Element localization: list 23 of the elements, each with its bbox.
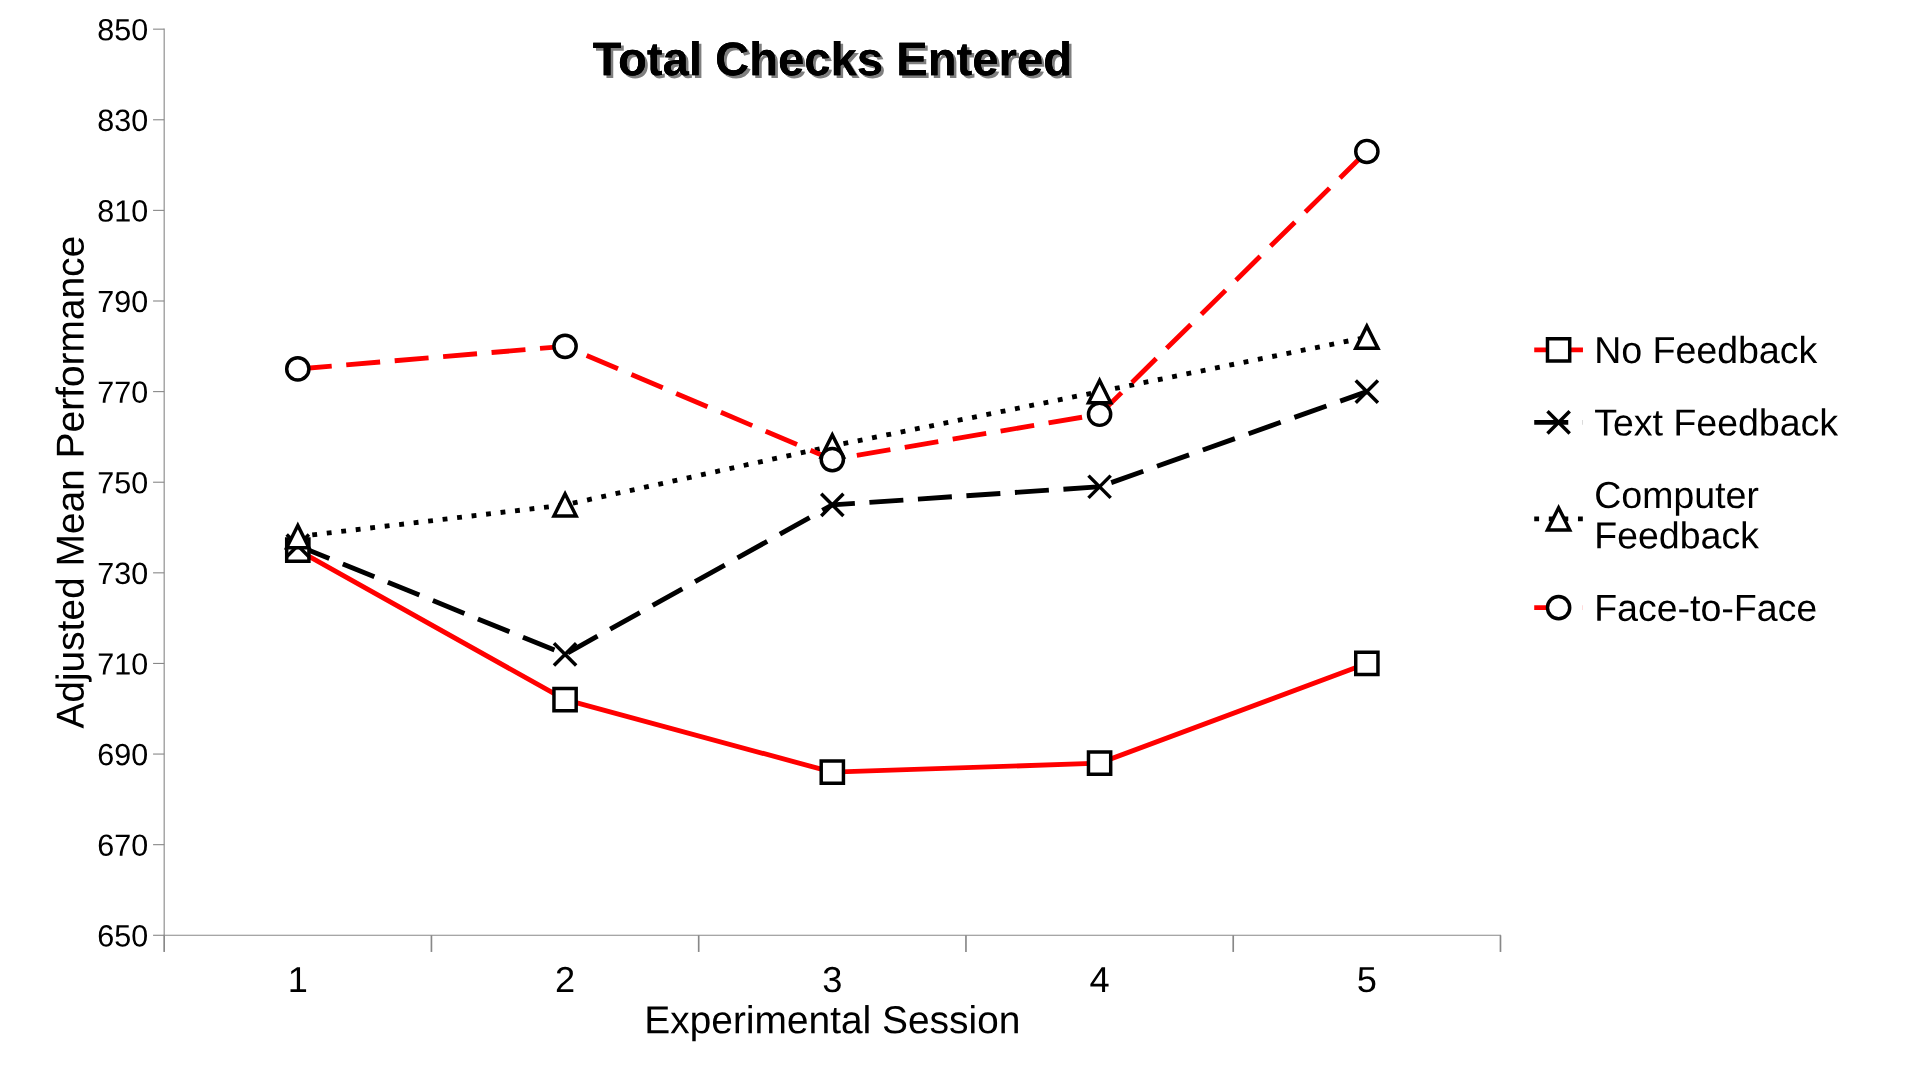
- chart-title: Total Checks Entered: [593, 40, 1072, 79]
- y-tick-label: 790: [98, 290, 148, 313]
- y-tick-label: 730: [98, 562, 148, 585]
- x-tick-label: 1: [290, 967, 307, 992]
- x-tick-label: 4: [1090, 967, 1109, 992]
- y-tick-label: 810: [98, 200, 148, 222]
- y-tick-label: 690: [98, 743, 148, 766]
- y-tick-label: 750: [98, 471, 148, 494]
- y-tick-label: 770: [98, 381, 148, 403]
- x-tick-label: 5: [1358, 967, 1376, 993]
- legend-label: No Feedback: [1597, 335, 1818, 364]
- y-axis-title: Adjusted Mean Performance: [55, 237, 92, 729]
- x-tick-label: 3: [823, 966, 841, 993]
- y-tick-label: 650: [98, 925, 148, 947]
- x-axis-title: Experimental Session: [647, 1005, 1018, 1042]
- y-tick-label: 850: [98, 18, 148, 41]
- x-tick-label: 2: [556, 966, 574, 992]
- y-tick-label: 670: [98, 834, 148, 857]
- y-tick-label: 830: [98, 109, 148, 132]
- legend-label: Text Feedback: [1595, 408, 1839, 436]
- legend-label: Face-to-Face: [1597, 595, 1816, 622]
- legend-label: Computer Feedback: [1596, 481, 1759, 549]
- y-tick-label: 710: [98, 653, 148, 675]
